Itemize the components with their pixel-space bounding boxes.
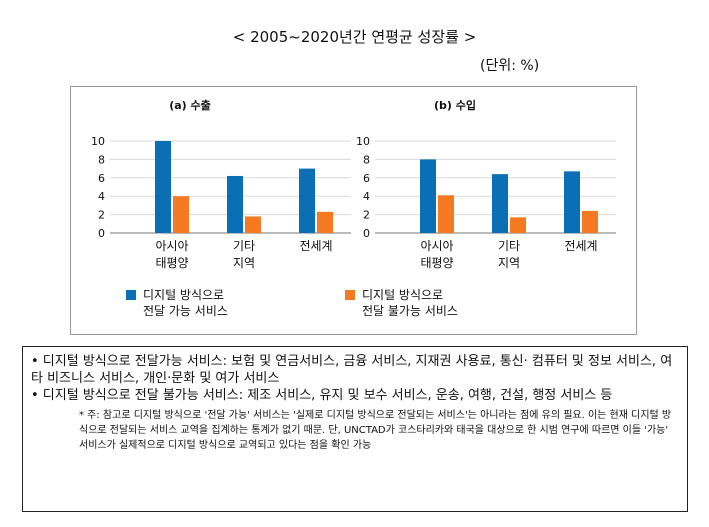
y-tick-label-export-8: 8	[98, 153, 105, 166]
y-tick-label-export-4: 4	[98, 190, 105, 203]
bar-export-0-1	[173, 196, 189, 233]
chart-title-export: (a) 수출	[169, 98, 211, 112]
bar-export-1-0	[227, 175, 243, 233]
legend-swatch-1	[345, 290, 355, 300]
y-tick-label-export-10: 10	[91, 135, 105, 148]
page-title: < 2005~2020년간 연평균 성장률 >	[232, 28, 477, 46]
legend-swatch-0	[126, 290, 136, 300]
x-tick-label-import-2: 전세계	[564, 239, 597, 253]
y-tick-label-import-2: 2	[363, 209, 370, 222]
x-tick-label-import-0: 아시아 태평양	[420, 239, 453, 270]
x-tick-label-export-1: 기타 지역	[233, 239, 255, 270]
chart-panel: (a) 수출 0 2 4 6 8 10 아시아 태평양 기타 지역 전세계 (b) 수입 0 2 4 6 8 10 아…	[70, 86, 637, 335]
x-tick-label-export-2: 전세계	[299, 239, 332, 253]
bar-export-1-1	[245, 216, 261, 233]
y-tick-label-import-0: 0	[363, 227, 370, 240]
y-tick-label-export-2: 2	[98, 209, 105, 222]
footnote: * 주: 참고로 디지털 방식으로 '전달 가능' 서비스는 '실제로 디지털 …	[79, 410, 672, 451]
y-tick-label-export-6: 6	[98, 172, 105, 185]
bar-import-0-1	[438, 195, 454, 233]
y-tick-label-import-6: 6	[363, 172, 370, 185]
notes-box: • 디지털 방식으로 전달가능 서비스: 보험 및 연금서비스, 금융 서비스,…	[22, 346, 688, 512]
bar-export-0-0	[155, 141, 171, 233]
bar-import-1-0	[492, 174, 508, 233]
y-tick-label-export-0: 0	[98, 227, 105, 240]
bar-export-2-1	[317, 211, 333, 233]
y-tick-label-import-10: 10	[356, 135, 370, 148]
y-tick-label-import-4: 4	[363, 190, 370, 203]
note-digital-deliverable: • 디지털 방식으로 전달가능 서비스: 보험 및 연금서비스, 금융 서비스,…	[31, 354, 673, 386]
unit-label: (단위: %)	[480, 58, 540, 74]
legend-label-1: 디지털 방식으로 전달 불가능 서비스	[362, 288, 458, 318]
chart-svg: (a) 수출 0 2 4 6 8 10 아시아 태평양 기타 지역 전세계 (b) 수입 0 2 4 6 8 10 아…	[91, 98, 616, 318]
legend-label-0: 디지털 방식으로 전달 가능 서비스	[143, 288, 228, 318]
note-non-digital: • 디지털 방식으로 전달 불가능 서비스: 제조 서비스, 유지 및 보수 서…	[31, 388, 613, 403]
bar-export-2-0	[299, 168, 315, 233]
x-tick-label-export-0: 아시아 태평양	[155, 239, 188, 270]
bar-import-2-1	[582, 210, 598, 233]
bar-import-1-1	[510, 217, 526, 233]
bar-import-0-0	[420, 159, 436, 233]
y-tick-label-import-8: 8	[363, 153, 370, 166]
chart-title-import: (b) 수입	[434, 99, 476, 112]
bar-import-2-0	[564, 171, 580, 233]
x-tick-label-import-1: 기타 지역	[498, 239, 520, 270]
